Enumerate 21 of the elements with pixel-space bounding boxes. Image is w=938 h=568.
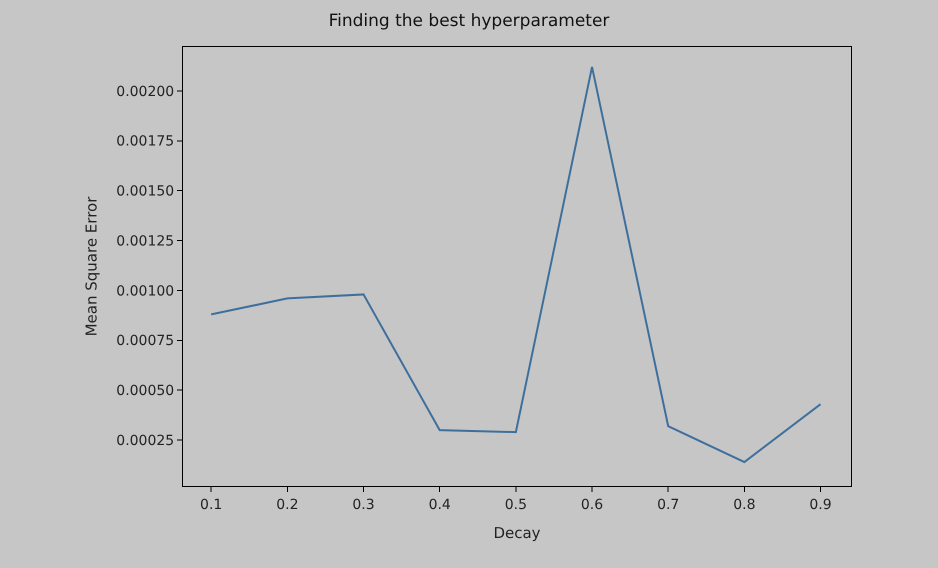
y-tick-label: 0.00025 xyxy=(116,433,174,449)
x-tick-label: 0.9 xyxy=(809,496,832,513)
y-tick-label: 0.00050 xyxy=(116,383,174,400)
line-series xyxy=(210,66,822,464)
y-tick-label: 0.00075 xyxy=(116,333,174,350)
y-tick-label: 0.00125 xyxy=(116,233,174,250)
chart-title: Finding the best hyperparameter xyxy=(328,10,610,31)
x-tick-label: 0.1 xyxy=(200,496,222,513)
y-tick-label: 0.00175 xyxy=(116,134,174,150)
y-tick-label: 0.00200 xyxy=(116,84,174,100)
x-axis-title: Decay xyxy=(493,524,541,542)
x-tick-label: 0.3 xyxy=(352,496,375,513)
y-tick-label: 0.00100 xyxy=(116,283,174,300)
x-tick-label: 0.2 xyxy=(276,496,298,513)
x-tick-label: 0.7 xyxy=(657,496,680,513)
y-tick-label: 0.00150 xyxy=(116,184,174,200)
x-tick-label: 0.8 xyxy=(733,496,756,513)
x-tick-label: 0.4 xyxy=(428,496,451,513)
x-tick-label: 0.5 xyxy=(504,496,527,513)
y-axis-title: Mean Square Error xyxy=(82,196,101,336)
x-tick-label: 0.6 xyxy=(580,496,604,513)
